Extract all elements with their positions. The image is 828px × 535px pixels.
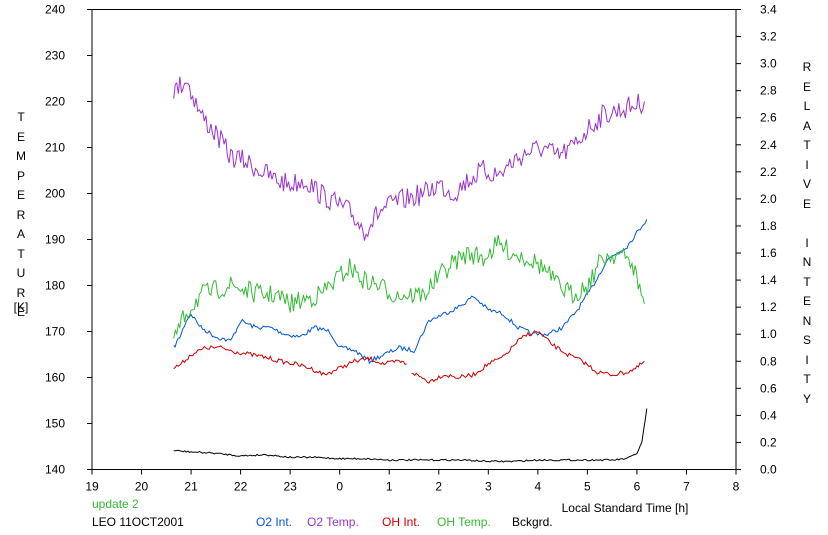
- y-left-tick-label: 210: [45, 141, 65, 155]
- y-right-tick-label: 0.6: [760, 381, 777, 395]
- oh-temp-line: [173, 235, 645, 339]
- y-left-tick-label: 140: [45, 463, 65, 477]
- axis-label-char: [800, 214, 814, 234]
- axis-label-char: R: [802, 60, 812, 74]
- axis-label-char: N: [802, 255, 812, 269]
- axis-label-char: M: [16, 149, 26, 163]
- axis-label-char: R: [16, 207, 26, 222]
- axis-label-char: S: [802, 333, 811, 347]
- axis-label-char: T: [803, 372, 811, 386]
- axis-label-char: A: [802, 118, 811, 133]
- y-right-tick-label: 0.0: [760, 463, 777, 477]
- y-right-tick-label: 3.0: [760, 57, 777, 71]
- x-tick-label: 3: [485, 480, 492, 494]
- y-left-tick-label: 230: [45, 49, 65, 63]
- y-left-tick-label: 240: [45, 3, 65, 17]
- axis-label-char: V: [802, 177, 811, 191]
- station-date-label: LEO 11OCT2001: [92, 515, 184, 529]
- y-right-tick-label: 1.2: [760, 300, 777, 314]
- legend-entry: OH Temp.: [437, 515, 491, 529]
- axis-label-char: U: [16, 266, 26, 280]
- axis-label-char: I: [805, 157, 809, 172]
- y-right-tick-label: 2.2: [760, 165, 777, 179]
- y-left-tick-label: 180: [45, 279, 65, 293]
- x-tick-label: 2: [435, 480, 442, 494]
- axis-label-char: A: [16, 227, 25, 241]
- y-left-tick-label: 190: [45, 233, 65, 247]
- x-tick-label: 23: [283, 480, 297, 494]
- oh-int-line: [411, 330, 645, 384]
- y-right-tick-label: 2.4: [760, 138, 777, 152]
- plot-frame: [91, 9, 737, 470]
- y-axis-left-unit: [K]: [13, 300, 29, 314]
- x-tick-label: 0: [336, 480, 343, 494]
- y-right-tick-label: 0.2: [760, 435, 777, 449]
- x-axis-label: Local Standard Time [h]: [562, 501, 689, 515]
- x-tick-label: 6: [634, 480, 641, 494]
- x-tick-label: 5: [584, 480, 591, 494]
- x-tick-label: 19: [85, 480, 99, 494]
- axis-label-char: I: [805, 235, 809, 250]
- y-right-tick-label: 1.0: [760, 327, 777, 341]
- legend-entry: Bckgrd.: [512, 515, 553, 529]
- axis-label-char: R: [16, 285, 26, 300]
- y-right-tick-label: 1.6: [760, 246, 777, 260]
- legend-entry: O2 Temp.: [307, 515, 359, 529]
- update-label: update 2: [92, 497, 139, 511]
- y-right-tick-label: 2.0: [760, 192, 777, 206]
- axis-label-char: N: [802, 313, 812, 328]
- y-left-tick-label: 160: [45, 371, 65, 385]
- x-tick-label: 4: [535, 480, 542, 494]
- axis-label-char: I: [805, 352, 809, 367]
- axis-label-char: E: [802, 294, 811, 308]
- y-right-tick-label: 3.4: [760, 3, 777, 17]
- axis-label-char: E: [16, 129, 25, 144]
- series-group: [173, 76, 648, 463]
- axis-label-char: Y: [802, 391, 811, 406]
- y-left-tick-label: 170: [45, 325, 65, 339]
- y-right-tick-label: 0.8: [760, 354, 777, 368]
- axis-label-char: T: [17, 246, 25, 261]
- axis-label-char: L: [803, 99, 811, 113]
- y-axis-left: 140 150 160 170 180 190 200 210 220 230 240: [45, 3, 92, 477]
- axis-label-char: E: [16, 188, 25, 202]
- x-tick-label: 7: [683, 480, 690, 494]
- y-right-tick-label: 2.8: [760, 84, 777, 98]
- axis-label-char: T: [803, 274, 811, 289]
- legend-entry: O2 Int.: [256, 515, 293, 529]
- o2-temp-line: [173, 76, 645, 241]
- axis-label-char: P: [16, 168, 25, 183]
- y-right-tick-label: 2.6: [760, 111, 777, 125]
- y-right-tick-label: 1.4: [760, 273, 777, 287]
- axis-label-char: E: [16, 305, 25, 319]
- y-right-tick-label: 1.8: [760, 219, 777, 233]
- x-tick-label: 22: [234, 480, 248, 494]
- legend-entry: OH Int.: [382, 515, 421, 529]
- y-left-tick-label: 200: [45, 187, 65, 201]
- bckgrd-line: [173, 408, 648, 463]
- x-tick-label: 20: [135, 480, 149, 494]
- axis-label-char: T: [17, 110, 25, 124]
- x-tick-label: 1: [386, 480, 393, 494]
- o2-int-line: [173, 219, 648, 365]
- oh-int-line: [173, 345, 407, 377]
- x-axis: 19 20 21 22 23 0 1 2 3 4 5 6 7 8: [85, 469, 740, 494]
- x-tick-label: 21: [184, 480, 198, 494]
- axis-label-char: E: [802, 196, 811, 211]
- x-tick-label: 8: [733, 480, 740, 494]
- y-left-tick-label: 150: [45, 417, 65, 431]
- legend: O2 Int. O2 Temp. OH Int. OH Temp. Bckgrd.: [0, 515, 828, 533]
- y-right-tick-label: 3.2: [760, 30, 777, 44]
- y-left-tick-label: 220: [45, 95, 65, 109]
- y-right-tick-label: 0.4: [760, 408, 777, 422]
- axis-label-char: T: [803, 138, 811, 152]
- axis-label-char: E: [802, 79, 811, 94]
- y-axis-right: 0.0 0.2 0.4 0.6 0.8 1.0 1.2 1.4 1.6 1.8 2.0 2.2 2.4 2…: [736, 3, 777, 477]
